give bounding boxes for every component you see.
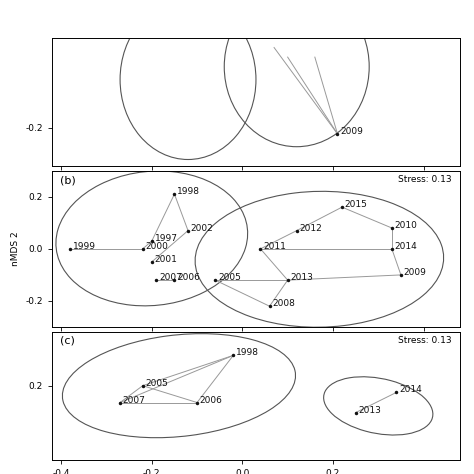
Text: 2012: 2012	[300, 224, 322, 233]
Text: 2009: 2009	[340, 127, 363, 136]
Text: 2002: 2002	[191, 224, 214, 233]
Text: 2009: 2009	[404, 268, 427, 277]
Text: 2014: 2014	[399, 385, 422, 394]
Text: 1997: 1997	[155, 234, 178, 243]
Text: 1998: 1998	[177, 187, 200, 196]
Text: 2007: 2007	[159, 273, 182, 282]
Text: 2006: 2006	[200, 395, 223, 404]
Text: Stress: 0.13: Stress: 0.13	[398, 336, 452, 345]
Text: 1998: 1998	[236, 348, 259, 357]
Text: 2001: 2001	[155, 255, 177, 264]
Text: 2014: 2014	[395, 242, 418, 251]
Text: 2015: 2015	[345, 200, 368, 209]
Text: 2000: 2000	[146, 242, 168, 251]
Text: (c): (c)	[60, 336, 75, 346]
Text: 2010: 2010	[395, 221, 418, 230]
Text: 2005: 2005	[218, 273, 241, 282]
Text: 2011: 2011	[263, 242, 286, 251]
Text: 2008: 2008	[273, 299, 295, 308]
Text: 2005: 2005	[146, 379, 168, 388]
Text: 2013: 2013	[291, 273, 313, 282]
Text: 2006: 2006	[177, 273, 200, 282]
Text: Stress: 0.13: Stress: 0.13	[398, 175, 452, 184]
Y-axis label: nMDS 2: nMDS 2	[11, 231, 20, 266]
Text: (b): (b)	[60, 175, 76, 185]
Text: 2013: 2013	[358, 406, 381, 415]
Text: 1999: 1999	[73, 242, 96, 251]
Text: 2007: 2007	[123, 395, 146, 404]
